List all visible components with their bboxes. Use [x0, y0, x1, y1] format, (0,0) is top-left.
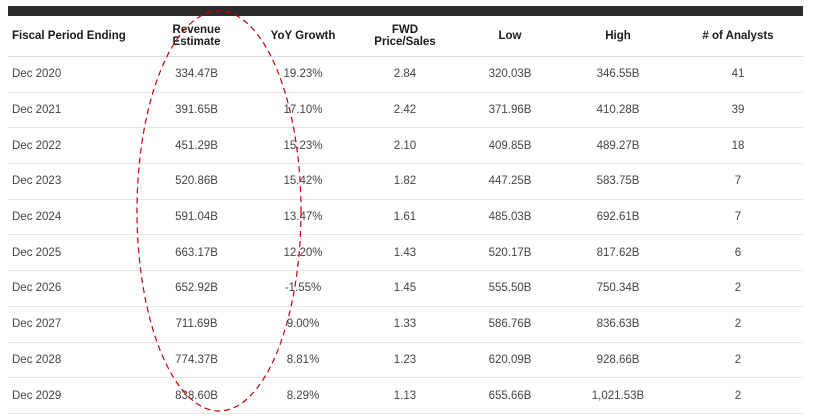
cell-high: 346.55B [563, 56, 673, 93]
cell-yoy: 17.10% [253, 92, 353, 129]
cell-revenue: 451.29B [140, 127, 253, 165]
table-header-row: Fiscal Period Ending Revenue Estimate Yo… [8, 16, 803, 57]
cell-yoy: -1.55% [253, 270, 353, 307]
cell-low: 620.09B [457, 342, 563, 379]
cell-fwd: 1.13 [353, 377, 457, 414]
table-row: Dec 2025 663.17B 12.20% 1.43 520.17B 817… [8, 234, 803, 272]
cell-period: Dec 2021 [8, 92, 140, 129]
cell-high: 750.34B [563, 270, 673, 307]
header-analysts[interactable]: # of Analysts [673, 16, 803, 57]
cell-high: 489.27B [563, 127, 673, 165]
cell-analysts: 39 [673, 92, 803, 129]
table-row: Dec 2023 520.86B 15.42% 1.82 447.25B 583… [8, 163, 803, 200]
table-row: Dec 2028 774.37B 8.81% 1.23 620.09B 928.… [8, 342, 803, 379]
cell-low: 655.66B [457, 377, 563, 414]
header-fwd-line2: Price/Sales [374, 36, 436, 48]
cell-high: 410.28B [563, 92, 673, 129]
cell-period: Dec 2025 [8, 234, 140, 272]
cell-yoy: 15.42% [253, 163, 353, 200]
cell-yoy: 15.23% [253, 127, 353, 165]
header-fwd-line1: FWD [391, 24, 419, 36]
cell-high: 836.63B [563, 306, 673, 343]
table-row: Dec 2020 334.47B 19.23% 2.84 320.03B 346… [8, 56, 803, 93]
cell-analysts: 2 [673, 270, 803, 307]
cell-low: 371.96B [457, 92, 563, 129]
cell-period: Dec 2023 [8, 163, 140, 200]
cell-analysts: 41 [673, 56, 803, 93]
cell-fwd: 1.43 [353, 234, 457, 272]
cell-low: 320.03B [457, 56, 563, 93]
cell-yoy: 13.47% [253, 199, 353, 236]
table-row: Dec 2024 591.04B 13.47% 1.61 485.03B 692… [8, 199, 803, 236]
cell-analysts: 7 [673, 199, 803, 236]
cell-fwd: 2.84 [353, 56, 457, 93]
cell-fwd: 1.82 [353, 163, 457, 200]
table-row: Dec 2027 711.69B 9.00% 1.33 586.76B 836.… [8, 306, 803, 343]
table-row: Dec 2021 391.65B 17.10% 2.42 371.96B 410… [8, 92, 803, 129]
cell-fwd: 2.10 [353, 127, 457, 165]
cell-analysts: 18 [673, 127, 803, 165]
header-low[interactable]: Low [457, 16, 563, 57]
cell-fwd: 1.33 [353, 306, 457, 343]
cell-period: Dec 2022 [8, 127, 140, 165]
cell-yoy: 8.81% [253, 342, 353, 379]
header-revenue-line2: Estimate [172, 36, 221, 48]
header-high[interactable]: High [563, 16, 673, 57]
cell-high: 583.75B [563, 163, 673, 200]
cell-high: 817.62B [563, 234, 673, 272]
cell-analysts: 6 [673, 234, 803, 272]
cell-high: 692.61B [563, 199, 673, 236]
cell-period: Dec 2027 [8, 306, 140, 343]
cell-revenue: 520.86B [140, 163, 253, 200]
cell-period: Dec 2028 [8, 342, 140, 379]
revenue-estimates-table: Fiscal Period Ending Revenue Estimate Yo… [8, 16, 803, 414]
cell-revenue: 652.92B [140, 270, 253, 307]
cell-period: Dec 2026 [8, 270, 140, 307]
table-row: Dec 2022 451.29B 15.23% 2.10 409.85B 489… [8, 127, 803, 165]
cell-analysts: 7 [673, 163, 803, 200]
cell-yoy: 9.00% [253, 306, 353, 343]
cell-low: 520.17B [457, 234, 563, 272]
cell-yoy: 8.29% [253, 377, 353, 414]
table-row: Dec 2026 652.92B -1.55% 1.45 555.50B 750… [8, 270, 803, 307]
cell-fwd: 1.45 [353, 270, 457, 307]
cell-analysts: 2 [673, 342, 803, 379]
cell-low: 586.76B [457, 306, 563, 343]
header-revenue-line1: Revenue [172, 24, 221, 36]
cell-period: Dec 2020 [8, 56, 140, 93]
cell-fwd: 1.61 [353, 199, 457, 236]
cell-revenue: 774.37B [140, 342, 253, 379]
table-top-bar [8, 6, 803, 16]
cell-period: Dec 2024 [8, 199, 140, 236]
header-fwd-price-sales[interactable]: FWD Price/Sales [353, 16, 457, 57]
cell-analysts: 2 [673, 306, 803, 343]
cell-fwd: 2.42 [353, 92, 457, 129]
cell-revenue: 591.04B [140, 199, 253, 236]
cell-revenue: 391.65B [140, 92, 253, 129]
cell-low: 447.25B [457, 163, 563, 200]
cell-analysts: 2 [673, 377, 803, 414]
cell-revenue: 663.17B [140, 234, 253, 272]
cell-revenue: 334.47B [140, 56, 253, 93]
table-row: Dec 2029 838.60B 8.29% 1.13 655.66B 1,02… [8, 377, 803, 414]
cell-low: 555.50B [457, 270, 563, 307]
cell-high: 1,021.53B [563, 377, 673, 414]
header-revenue-estimate[interactable]: Revenue Estimate [140, 16, 253, 57]
cell-high: 928.66B [563, 342, 673, 379]
cell-period: Dec 2029 [8, 377, 140, 414]
cell-revenue: 838.60B [140, 377, 253, 414]
header-fiscal-period[interactable]: Fiscal Period Ending [8, 16, 140, 57]
cell-revenue: 711.69B [140, 306, 253, 343]
cell-yoy: 12.20% [253, 234, 353, 272]
cell-fwd: 1.23 [353, 342, 457, 379]
cell-low: 485.03B [457, 199, 563, 236]
cell-yoy: 19.23% [253, 56, 353, 93]
cell-low: 409.85B [457, 127, 563, 165]
header-yoy-growth[interactable]: YoY Growth [253, 16, 353, 57]
